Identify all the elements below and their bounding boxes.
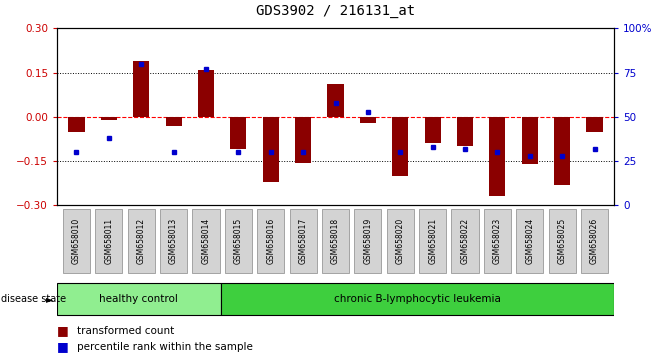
Bar bbox=[198, 70, 214, 117]
Bar bbox=[521, 117, 538, 164]
Text: GSM658023: GSM658023 bbox=[493, 218, 502, 264]
FancyBboxPatch shape bbox=[221, 283, 614, 315]
Bar bbox=[554, 117, 570, 185]
Text: GSM658016: GSM658016 bbox=[266, 218, 275, 264]
Text: GSM658018: GSM658018 bbox=[331, 218, 340, 264]
FancyBboxPatch shape bbox=[225, 209, 252, 273]
FancyBboxPatch shape bbox=[386, 209, 414, 273]
Bar bbox=[327, 84, 344, 117]
Text: transformed count: transformed count bbox=[77, 326, 174, 336]
FancyBboxPatch shape bbox=[289, 209, 317, 273]
Bar bbox=[230, 117, 246, 149]
Text: GSM658019: GSM658019 bbox=[364, 218, 372, 264]
Text: GSM658021: GSM658021 bbox=[428, 218, 437, 264]
Text: GSM658017: GSM658017 bbox=[299, 218, 307, 264]
Text: GSM658025: GSM658025 bbox=[558, 218, 566, 264]
Text: GSM658011: GSM658011 bbox=[105, 218, 113, 264]
FancyBboxPatch shape bbox=[452, 209, 478, 273]
Bar bbox=[586, 117, 603, 132]
Text: GSM658010: GSM658010 bbox=[72, 218, 81, 264]
Bar bbox=[425, 117, 441, 143]
FancyBboxPatch shape bbox=[127, 209, 155, 273]
FancyBboxPatch shape bbox=[193, 209, 219, 273]
Text: GSM658013: GSM658013 bbox=[169, 218, 178, 264]
FancyBboxPatch shape bbox=[581, 209, 608, 273]
Bar bbox=[262, 117, 279, 182]
Text: GSM658022: GSM658022 bbox=[460, 218, 470, 264]
Text: ■: ■ bbox=[57, 325, 69, 337]
Text: GSM658015: GSM658015 bbox=[234, 218, 243, 264]
FancyBboxPatch shape bbox=[160, 209, 187, 273]
Text: chronic B-lymphocytic leukemia: chronic B-lymphocytic leukemia bbox=[334, 294, 501, 304]
FancyBboxPatch shape bbox=[257, 209, 285, 273]
FancyBboxPatch shape bbox=[419, 209, 446, 273]
FancyBboxPatch shape bbox=[516, 209, 544, 273]
Text: ►: ► bbox=[46, 294, 54, 304]
Text: GSM658024: GSM658024 bbox=[525, 218, 534, 264]
FancyBboxPatch shape bbox=[549, 209, 576, 273]
Text: GDS3902 / 216131_at: GDS3902 / 216131_at bbox=[256, 4, 415, 18]
Bar bbox=[133, 61, 150, 117]
Bar bbox=[457, 117, 473, 146]
Bar bbox=[360, 117, 376, 123]
Text: GSM658020: GSM658020 bbox=[396, 218, 405, 264]
Text: healthy control: healthy control bbox=[99, 294, 178, 304]
Text: GSM658014: GSM658014 bbox=[201, 218, 211, 264]
FancyBboxPatch shape bbox=[322, 209, 349, 273]
Bar bbox=[166, 117, 182, 126]
Text: GSM658026: GSM658026 bbox=[590, 218, 599, 264]
FancyBboxPatch shape bbox=[354, 209, 382, 273]
FancyBboxPatch shape bbox=[57, 283, 221, 315]
Bar bbox=[68, 117, 85, 132]
Bar bbox=[392, 117, 409, 176]
Text: ■: ■ bbox=[57, 341, 69, 353]
Text: disease state: disease state bbox=[1, 294, 66, 304]
Bar bbox=[101, 117, 117, 120]
Bar bbox=[295, 117, 311, 162]
Text: GSM658012: GSM658012 bbox=[137, 218, 146, 264]
FancyBboxPatch shape bbox=[95, 209, 122, 273]
FancyBboxPatch shape bbox=[484, 209, 511, 273]
FancyBboxPatch shape bbox=[63, 209, 90, 273]
Text: percentile rank within the sample: percentile rank within the sample bbox=[77, 342, 253, 352]
Bar bbox=[489, 117, 505, 196]
